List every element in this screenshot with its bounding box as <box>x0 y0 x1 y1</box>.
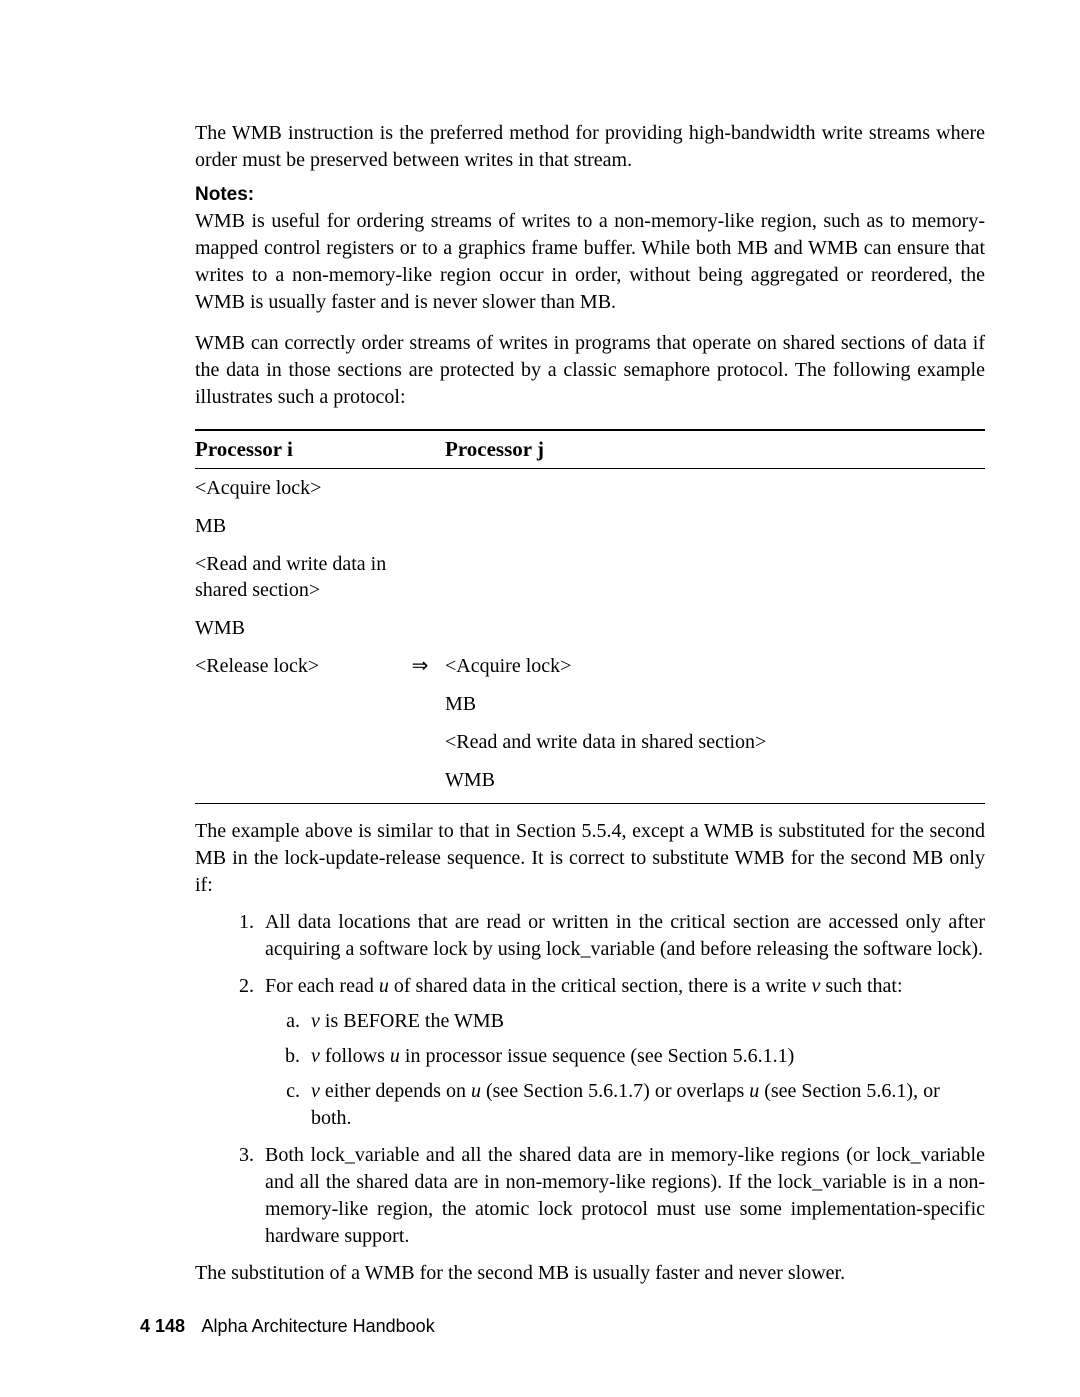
intro-paragraph: The WMB instruction is the preferred met… <box>195 120 985 174</box>
list-item: v follows u in processor issue sequence … <box>305 1043 985 1070</box>
cell-i: <Read and write data in shared section> <box>195 545 403 609</box>
cell-i: WMB <box>195 609 403 647</box>
var-u: u <box>390 1045 400 1067</box>
notes-paragraph-2: WMB can correctly order streams of write… <box>195 330 985 411</box>
cell-arrow <box>403 723 445 761</box>
book-title: Alpha Architecture Handbook <box>202 1316 435 1336</box>
text: of shared data in the critical section, … <box>389 975 812 997</box>
cell-i <box>195 685 403 723</box>
table-row: WMB <box>195 609 985 647</box>
cell-j: <Read and write data in shared section> <box>445 723 985 761</box>
var-u: u <box>749 1080 759 1102</box>
var-v: v <box>811 975 820 997</box>
cell-arrow <box>403 545 445 609</box>
cell-arrow <box>403 469 445 508</box>
cell-j: MB <box>445 685 985 723</box>
page: The WMB instruction is the preferred met… <box>0 0 1080 1397</box>
cell-j <box>445 469 985 508</box>
var-u: u <box>379 975 389 997</box>
table-row: <Read and write data in shared section> <box>195 723 985 761</box>
page-footer: 4 148 Alpha Architecture Handbook <box>140 1316 435 1337</box>
list-item: v either depends on u (see Section 5.6.1… <box>305 1078 985 1132</box>
sub-list: v is BEFORE the WMB v follows u in proce… <box>265 1008 985 1132</box>
table-row: MB <box>195 507 985 545</box>
list-item: All data locations that are read or writ… <box>259 909 985 963</box>
table-row: WMB <box>195 761 985 804</box>
notes-heading: Notes: <box>195 184 985 206</box>
text: such that: <box>820 975 902 997</box>
table-head-j: Processor j <box>445 430 985 469</box>
table-head-arrow <box>403 430 445 469</box>
table-row: MB <box>195 685 985 723</box>
cell-j <box>445 545 985 609</box>
cell-j <box>445 609 985 647</box>
cell-arrow: ⇒ <box>403 647 445 685</box>
table-head-i: Processor i <box>195 430 403 469</box>
conditions-list: All data locations that are read or writ… <box>195 909 985 1250</box>
text: (see Section 5.6.1.7) or overlaps <box>481 1080 749 1102</box>
list-item: Both lock_variable and all the shared da… <box>259 1142 985 1250</box>
text: For each read <box>265 975 379 997</box>
cell-j <box>445 507 985 545</box>
cell-arrow <box>403 685 445 723</box>
processor-table: Processor i Processor j <Acquire lock> M… <box>195 429 985 804</box>
list-item: v is BEFORE the WMB <box>305 1008 985 1035</box>
cell-i: <Acquire lock> <box>195 469 403 508</box>
cell-i: <Release lock> <box>195 647 403 685</box>
table-row: <Read and write data in shared section> <box>195 545 985 609</box>
table-row: <Release lock> ⇒ <Acquire lock> <box>195 647 985 685</box>
var-u: u <box>471 1080 481 1102</box>
table-row: <Acquire lock> <box>195 469 985 508</box>
after-table-paragraph: The example above is similar to that in … <box>195 818 985 899</box>
cell-arrow <box>403 507 445 545</box>
text: in processor issue sequence (see Section… <box>400 1045 794 1067</box>
page-number: 4 148 <box>140 1316 185 1336</box>
cell-i <box>195 723 403 761</box>
cell-i <box>195 761 403 804</box>
cell-i: MB <box>195 507 403 545</box>
var-v: v <box>311 1010 320 1032</box>
var-v: v <box>311 1080 320 1102</box>
text: follows <box>320 1045 390 1067</box>
notes-paragraph-1: WMB is useful for ordering streams of wr… <box>195 208 985 316</box>
cell-j: <Acquire lock> <box>445 647 985 685</box>
cell-arrow <box>403 761 445 804</box>
cell-j: WMB <box>445 761 985 804</box>
text: is BEFORE the WMB <box>320 1010 504 1032</box>
list-item: For each read u of shared data in the cr… <box>259 973 985 1132</box>
cell-arrow <box>403 609 445 647</box>
final-paragraph: The substitution of a WMB for the second… <box>195 1260 985 1287</box>
text: either depends on <box>320 1080 471 1102</box>
var-v: v <box>311 1045 320 1067</box>
